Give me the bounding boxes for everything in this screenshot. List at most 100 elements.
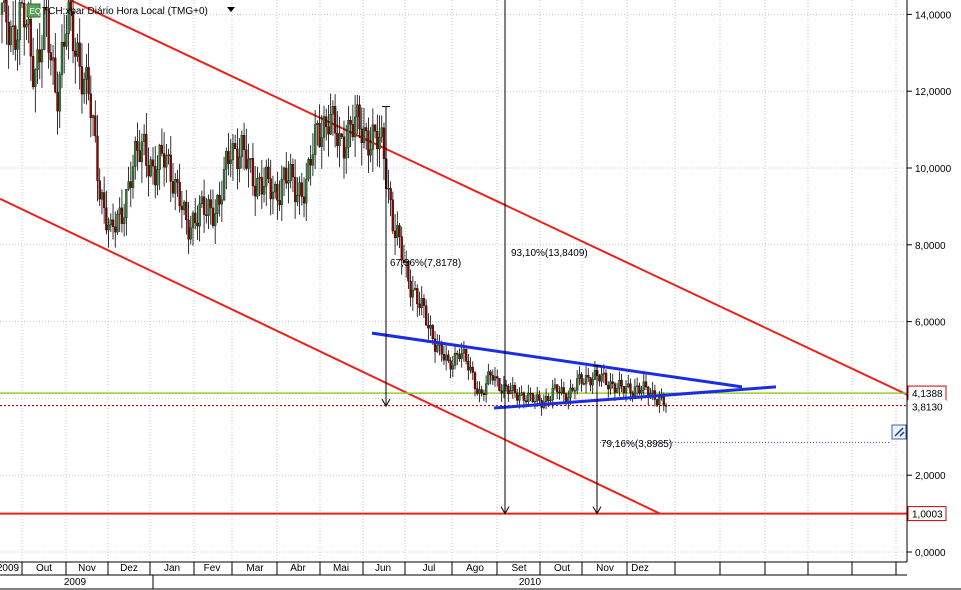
candle-body	[382, 127, 386, 159]
candle-body	[178, 182, 181, 207]
candle-body	[89, 93, 92, 118]
candle-body	[536, 394, 539, 402]
candle-body	[496, 376, 499, 379]
triangle-upper-line	[371, 331, 743, 389]
candle-body	[638, 385, 641, 394]
measure-arrows	[381, 0, 602, 515]
x-year-label: 2010	[519, 577, 542, 588]
candle-body	[238, 156, 241, 170]
candle-body	[205, 214, 208, 216]
candle-body	[484, 383, 488, 396]
candle-body	[120, 207, 124, 224]
candle-body	[589, 377, 592, 386]
candle-body	[289, 164, 292, 182]
candle-body	[54, 57, 57, 93]
candle-body	[69, 1, 72, 12]
candle-body	[556, 384, 559, 393]
candle-body	[269, 178, 272, 200]
candle-body	[258, 177, 261, 179]
x-month-label: Abr	[290, 563, 306, 574]
candle-body	[122, 217, 126, 224]
candle-body	[125, 189, 128, 219]
candle-body	[7, 21, 10, 46]
candle-body	[114, 226, 117, 233]
candle-body	[300, 182, 303, 197]
candle-body	[142, 133, 146, 142]
candle-body	[182, 201, 186, 211]
candle-body	[367, 130, 370, 156]
candle-body	[336, 132, 339, 146]
candle-body	[140, 141, 144, 163]
candle-body	[45, 7, 48, 11]
candle-body	[416, 288, 419, 305]
measure-label: 79,16%(3,8985)	[601, 439, 672, 450]
candle-body	[234, 143, 237, 150]
candle-body	[544, 395, 548, 403]
candle-body	[329, 114, 332, 135]
x-month-label: Mar	[246, 563, 264, 574]
measure-label: 93,10%(13,8409)	[511, 248, 588, 259]
candle-body	[23, 2, 26, 28]
candle-body	[418, 303, 421, 308]
x-axis: 2009 Out Nov Dez Jan Fev Mar Abr Mai Jun Jul Ago Set…	[0, 562, 897, 589]
candle-body	[618, 380, 621, 389]
candle-body	[103, 192, 106, 209]
candle-body	[127, 181, 130, 190]
x-month-label: 2009	[0, 563, 20, 574]
candle-body	[569, 387, 572, 398]
candle-body	[191, 212, 195, 228]
candle-body	[489, 371, 492, 376]
candle-body	[25, 24, 28, 28]
candle-body	[518, 395, 521, 401]
candle-body	[436, 345, 439, 352]
candle-body	[451, 365, 454, 370]
candle-body	[664, 405, 668, 407]
pencil-tool-icon[interactable]	[891, 424, 907, 440]
candle-body	[584, 375, 588, 385]
candle-body	[464, 348, 468, 362]
candle-body	[593, 370, 597, 380]
candle-body	[138, 150, 141, 163]
candle-body	[20, 2, 24, 4]
candle-body	[376, 131, 379, 150]
price-labels: 4,1388 3,8130 1,0003	[907, 385, 947, 522]
x-month-label: Jan	[164, 563, 180, 574]
candle-body	[333, 106, 337, 134]
candle-body	[458, 354, 461, 359]
candle-body	[218, 194, 221, 205]
x-month-label: Mai	[333, 563, 349, 574]
candle-body	[447, 354, 450, 361]
eq-badge-icon[interactable]	[26, 3, 41, 18]
candle-body	[611, 381, 614, 384]
candle-body	[296, 195, 299, 203]
candle-body	[371, 124, 375, 150]
candle-body	[5, 0, 8, 23]
candle-body	[349, 119, 352, 125]
candle-body	[407, 261, 410, 282]
y-tick-label: 0,0000	[915, 548, 946, 559]
candle-body	[185, 201, 188, 221]
candle-body	[111, 219, 115, 228]
candle-body	[487, 371, 490, 384]
price-label-text: 1,0003	[912, 510, 943, 521]
candle-body	[36, 49, 39, 70]
candle-body	[511, 385, 514, 391]
candle-body	[96, 135, 99, 181]
price-label-box	[908, 399, 946, 414]
candle-body	[533, 400, 537, 403]
grid-layer	[0, 0, 907, 562]
candle-body	[604, 372, 608, 386]
measure-label: 67,36%(7,8178)	[390, 258, 461, 269]
candle-body	[411, 289, 414, 298]
candle-body	[214, 213, 217, 226]
plot-area[interactable]	[0, 0, 907, 562]
candle-body	[560, 387, 563, 393]
candle-body	[456, 353, 459, 355]
candle-body	[644, 381, 648, 388]
dropdown-triangle-icon[interactable]	[227, 7, 235, 12]
candle-body	[642, 381, 645, 391]
candle-body	[285, 167, 288, 184]
candle-body	[373, 124, 377, 132]
candle-body	[200, 196, 204, 204]
x-month-label: Ago	[466, 563, 484, 574]
